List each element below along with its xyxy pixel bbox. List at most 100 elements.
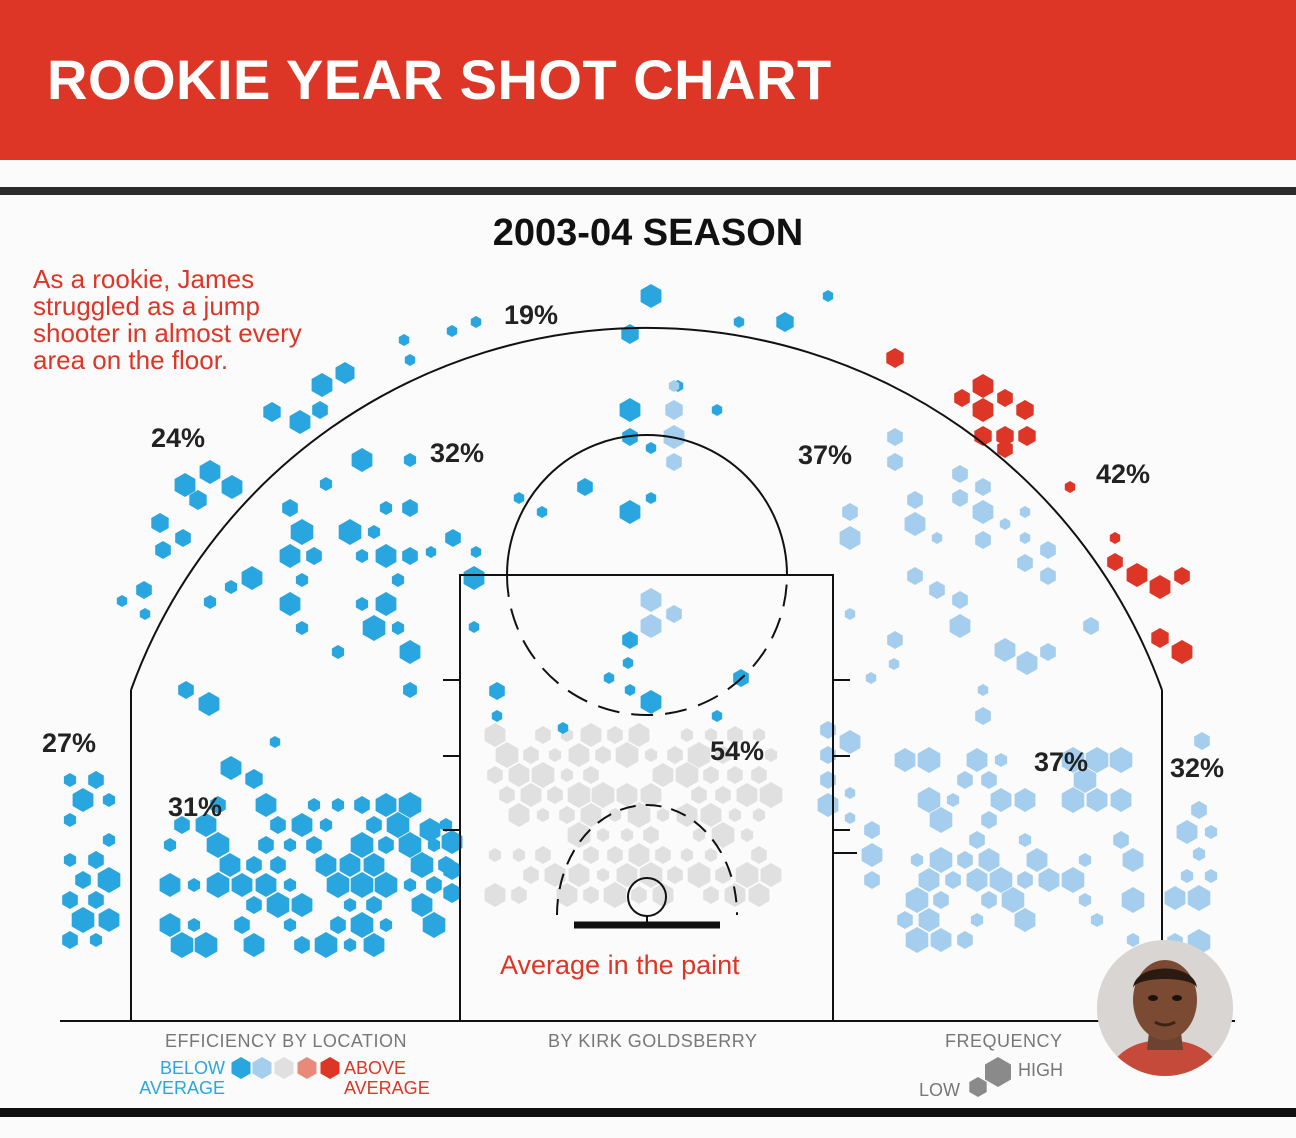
shot-hex	[692, 828, 706, 842]
shot-hex	[751, 846, 767, 864]
shot-hex	[1061, 747, 1085, 773]
shot-hex	[929, 581, 945, 599]
shot-hex	[246, 896, 262, 914]
shot-hex	[508, 803, 530, 827]
shot-hex	[289, 410, 311, 434]
shot-hex	[367, 525, 381, 539]
shot-hex	[975, 707, 991, 725]
shot-hex	[331, 645, 345, 659]
shot-hex	[1164, 886, 1186, 910]
shot-hex	[548, 748, 562, 762]
shot-hex	[386, 812, 410, 838]
shot-hex	[151, 513, 169, 533]
shot-hex	[116, 595, 128, 607]
shot-hex	[294, 936, 310, 954]
shot-hex	[620, 828, 634, 842]
shot-hex	[343, 938, 357, 952]
shot-hex	[266, 892, 290, 918]
shot-hex	[640, 588, 662, 612]
shot-hex	[331, 798, 345, 812]
shot-hex	[975, 478, 991, 496]
shot-hex	[907, 567, 923, 585]
shot-hex	[844, 608, 856, 620]
shot-hex	[760, 863, 782, 887]
shot-hex	[1151, 628, 1169, 648]
shot-hex	[1109, 532, 1121, 544]
shot-hex	[374, 872, 398, 898]
shot-hex	[72, 788, 94, 812]
legend-above-line1: ABOVE	[344, 1058, 407, 1078]
zone-label-left-elbow: 32%	[430, 438, 485, 468]
shot-hex	[978, 848, 1000, 872]
shot-hex	[544, 863, 566, 887]
shot-hex	[776, 312, 794, 332]
shot-hex	[269, 736, 281, 748]
shot-hex	[403, 453, 417, 467]
shot-hex	[343, 898, 357, 912]
legend-color-swatch	[297, 1057, 317, 1079]
shot-hex	[422, 912, 446, 938]
shot-hex	[560, 768, 574, 782]
shot-hex	[929, 847, 953, 873]
shot-hex	[640, 614, 662, 638]
shot-hex	[704, 848, 718, 862]
shot-hex	[335, 362, 355, 384]
shot-hex	[283, 918, 297, 932]
shot-hex	[89, 933, 103, 947]
shot-hex	[972, 398, 994, 422]
frequency-legend-title: FREQUENCY	[945, 1031, 1063, 1051]
shot-hex	[905, 887, 929, 913]
shot-hex	[1026, 848, 1048, 872]
shot-hex	[363, 933, 385, 957]
shot-hex	[375, 592, 397, 616]
shot-hex	[703, 766, 719, 784]
shot-hex	[536, 808, 550, 822]
shot-hex	[752, 728, 766, 742]
shot-hex	[419, 818, 441, 842]
shot-hex	[700, 803, 722, 827]
shot-hex	[366, 896, 382, 914]
shot-hex	[495, 742, 519, 768]
shot-hex	[616, 783, 638, 807]
shot-hex	[315, 853, 337, 877]
shot-hex	[1204, 869, 1218, 883]
shot-hex	[362, 615, 386, 641]
shot-hex	[887, 428, 903, 446]
shot-hex	[897, 911, 913, 929]
shot-hex	[844, 787, 856, 799]
shot-hex	[640, 284, 662, 308]
shot-hex	[687, 742, 711, 768]
legend-frequency-low	[969, 1077, 987, 1097]
shot-hex	[163, 838, 177, 852]
shot-hex	[957, 771, 973, 789]
shot-hex	[1121, 887, 1145, 913]
shot-hex	[403, 878, 417, 892]
shot-hex	[391, 621, 405, 635]
shot-hex	[511, 886, 527, 904]
chart-subtitle: 2003-04 SEASON	[492, 212, 804, 254]
shot-hex	[263, 402, 281, 422]
shot-hex	[536, 506, 548, 518]
shot-hex	[715, 746, 731, 764]
shot-hex	[667, 746, 683, 764]
shot-hex	[680, 728, 694, 742]
shot-hex	[399, 640, 421, 664]
shot-hex	[619, 398, 641, 422]
shot-hex	[666, 605, 682, 623]
shot-hexagons	[62, 284, 1218, 958]
shot-hex	[470, 316, 482, 328]
shot-hex	[508, 763, 530, 787]
shot-hex	[972, 500, 994, 524]
shot-hex	[62, 931, 78, 949]
shot-hex	[820, 746, 836, 764]
shot-hex	[443, 883, 461, 903]
shot-hex	[443, 860, 461, 880]
shot-hex	[378, 836, 394, 854]
shot-hex	[1038, 868, 1060, 892]
shot-hex	[970, 913, 984, 927]
shot-hex	[1110, 788, 1132, 812]
shot-hex	[425, 546, 437, 558]
shot-hex	[291, 893, 313, 917]
legend-below-line2: AVERAGE	[139, 1078, 225, 1098]
